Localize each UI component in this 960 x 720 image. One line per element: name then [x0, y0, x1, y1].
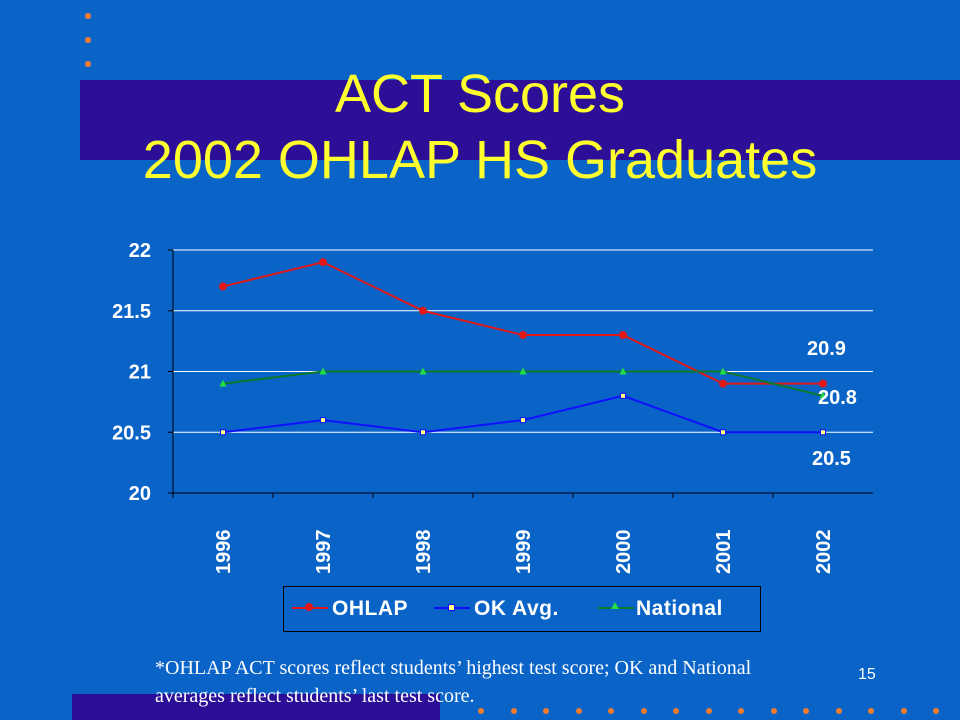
bullet-dot [901, 708, 907, 714]
bullet-dot [673, 708, 679, 714]
slide-title-line1: ACT Scores [334, 64, 626, 124]
x-tick-label: 1998 [413, 530, 435, 575]
bullet-dot [85, 61, 91, 67]
data-point [620, 392, 626, 399]
y-tick-label: 21.5 [112, 301, 151, 323]
data-point [419, 367, 427, 375]
data-point [820, 429, 826, 436]
data-point [219, 282, 227, 291]
data-point [319, 367, 327, 375]
y-tick-label: 20.5 [112, 422, 151, 444]
slide-title-line2: 2002 OHLAP HS Graduates [142, 130, 818, 190]
page-number: 15 [858, 666, 876, 683]
data-point [619, 331, 627, 340]
bullet-dot [933, 708, 939, 714]
title-band [80, 80, 960, 160]
data-point [720, 429, 726, 436]
y-tick-label: 22 [129, 240, 151, 262]
data-point [320, 417, 326, 424]
legend-label-ohlap: OHLAP [332, 597, 408, 620]
data-point [220, 429, 226, 436]
bullet-dot [771, 708, 777, 714]
bullet-dot [868, 708, 874, 714]
bullet-dot [576, 708, 582, 714]
legend-marker-ok-avg [448, 604, 455, 611]
data-point [219, 379, 227, 387]
legend-marker-national [611, 602, 619, 609]
bullet-dot [641, 708, 647, 714]
data-point [819, 379, 827, 388]
data-point [719, 379, 727, 388]
legend-label-national: National [636, 597, 723, 620]
bullet-dot [803, 708, 809, 714]
data-point [319, 258, 327, 267]
data-point [519, 331, 527, 340]
x-tick-label: 1996 [213, 530, 235, 575]
chart-legend: OHLAP OK Avg. National [283, 586, 761, 632]
series-line-0 [222, 261, 823, 385]
data-point [619, 367, 627, 375]
data-point [519, 367, 527, 375]
series-line-1 [222, 394, 823, 434]
data-label: 20.8 [818, 387, 857, 409]
data-label: 20.9 [807, 338, 846, 360]
x-tick-label: 1999 [513, 530, 535, 575]
bullet-dot [608, 708, 614, 714]
footnote: *OHLAP ACT scores reflect students’ high… [155, 657, 752, 707]
y-tick-label: 21 [129, 362, 151, 384]
bullet-dot [511, 708, 517, 714]
bullet-dot [85, 37, 91, 43]
x-tick-label: 2001 [713, 530, 735, 575]
bullet-dot [738, 708, 744, 714]
footer-band [72, 694, 440, 720]
data-label: 20.5 [812, 448, 851, 470]
x-tick-label: 2002 [813, 530, 835, 575]
bullet-dot [836, 708, 842, 714]
x-tick-label: 2000 [613, 530, 635, 575]
bullet-dot [478, 708, 484, 714]
y-tick-label: 20 [129, 483, 151, 505]
bullet-dot [706, 708, 712, 714]
data-point [719, 367, 727, 375]
bullet-dot [85, 13, 91, 19]
data-point [419, 306, 427, 315]
data-point [819, 391, 827, 399]
legend-label-ok-avg: OK Avg. [474, 597, 559, 620]
bullet-dot [543, 708, 549, 714]
data-point [520, 417, 526, 424]
x-tick-label: 1997 [313, 530, 335, 575]
legend-marker-ohlap [305, 603, 313, 611]
data-point [420, 429, 426, 436]
